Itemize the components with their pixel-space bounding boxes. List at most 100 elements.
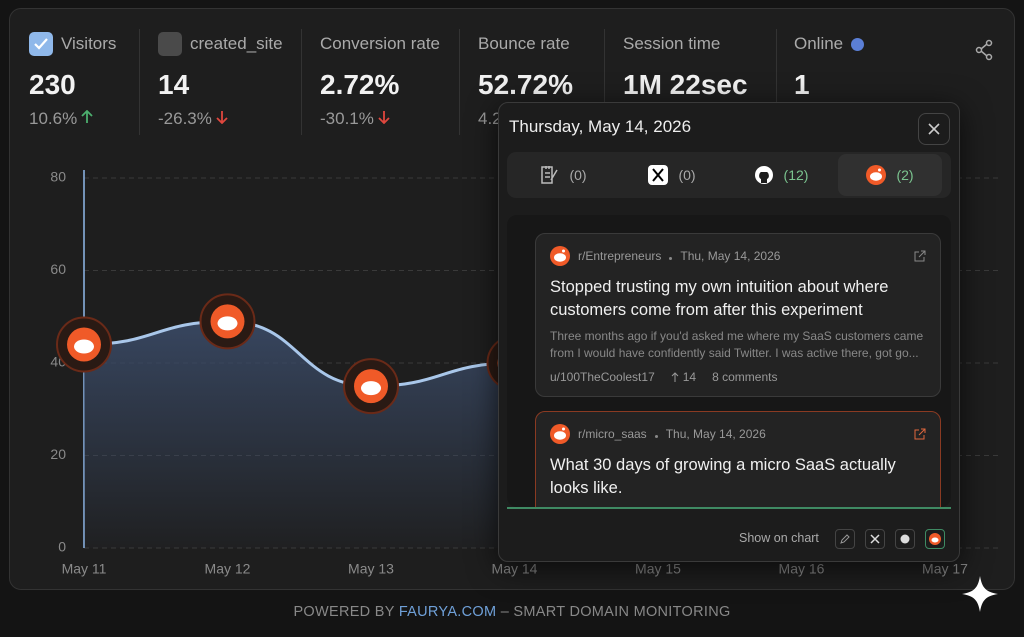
stat-value: 230	[29, 69, 76, 100]
stat-change: -30.1%	[320, 109, 374, 128]
x-tick-label: May 15	[635, 561, 681, 577]
stat: Session time 1M 22sec	[623, 31, 748, 136]
tab[interactable]: (0)	[620, 154, 724, 196]
stat-change: -26.3%	[158, 109, 212, 128]
x-tick-label: May 16	[779, 561, 825, 577]
post-title: What 30 days of growing a micro SaaS act…	[550, 456, 896, 497]
footer-suffix: – SMART DOMAIN MONITORING	[500, 604, 731, 620]
stat-label-row: Conversion rate	[320, 31, 440, 57]
stat-change-row: -26.3%	[158, 109, 283, 129]
stat: created_site 14 -26.3%	[158, 31, 283, 136]
subreddit: r/micro_saas	[578, 427, 647, 441]
stat-label: Session time	[623, 34, 721, 53]
trend-arrow	[81, 109, 93, 129]
post-meta: r/Entrepreneurs Thu, May 14, 2026	[550, 246, 926, 266]
checkbox	[29, 32, 53, 56]
stat-change-row: 4.2	[478, 109, 573, 129]
reddit-icon	[550, 424, 570, 444]
external-link	[914, 250, 926, 262]
stat-value: 1	[794, 69, 810, 100]
day-popup: Thursday, May 14, 2026 (0) (0) (12) (2) r/E…	[498, 102, 960, 562]
post-list: r/Entrepreneurs Thu, May 14, 2026 Stopped …	[507, 215, 951, 507]
divider	[459, 29, 460, 135]
comments: 8 comments	[712, 370, 778, 384]
point-face	[361, 381, 381, 396]
x-icon	[648, 165, 669, 185]
stat-change-row: -30.1%	[320, 109, 440, 129]
online-dot	[851, 37, 865, 51]
show-on-chart-label: Show on chart	[739, 531, 819, 545]
footer-link[interactable]: FAURYA.COM	[398, 604, 497, 620]
stat-value: 14	[158, 69, 190, 100]
subreddit: r/Entrepreneurs	[578, 249, 662, 263]
stat-label-row: Session time	[623, 31, 748, 57]
x-tick-label: May 17	[922, 561, 968, 577]
post-title: Stopped trusting my own intuition about …	[550, 278, 889, 319]
tab-count: (0)	[678, 167, 696, 183]
stat-change: 10.6%	[29, 109, 78, 128]
tab-count: (2)	[896, 167, 914, 183]
stat: Online 1	[794, 31, 865, 136]
popup-date: Thursday, May 14, 2026	[509, 117, 692, 136]
share-button[interactable]	[974, 39, 994, 61]
post-meta: r/micro_saas Thu, May 14, 2026	[550, 424, 926, 444]
stat: Bounce rate 52.72% 4.2	[478, 31, 573, 136]
divider	[301, 29, 302, 135]
toggle-notes[interactable]	[835, 529, 855, 549]
x-tick-label: May 13	[348, 561, 394, 577]
divider	[776, 29, 777, 135]
stat-label-row: Bounce rate	[478, 31, 573, 57]
dot	[654, 427, 658, 441]
tab[interactable]: (0)	[511, 154, 615, 196]
divider	[139, 29, 140, 135]
chart-toggles	[835, 529, 945, 549]
y-tick-label: 0	[58, 539, 66, 555]
stat-label-row: Visitors	[29, 31, 116, 57]
scroll-indicator	[507, 507, 951, 509]
upvotes: 14	[682, 370, 697, 384]
dot	[669, 249, 673, 263]
close-button[interactable]	[918, 113, 950, 145]
stat-value: 1M 22sec	[623, 69, 748, 100]
reddit-icon	[866, 165, 887, 185]
divider	[604, 29, 605, 135]
stat-value: 2.72%	[320, 69, 400, 100]
stat-label: Visitors	[61, 34, 117, 53]
toggle-github[interactable]	[895, 529, 915, 549]
tab-count: (0)	[569, 167, 587, 183]
y-tick-label: 20	[50, 446, 66, 462]
notes-icon	[539, 164, 559, 186]
toggle-x[interactable]	[865, 529, 885, 549]
toggle-reddit[interactable]	[925, 529, 945, 549]
y-tick-label: 80	[50, 169, 66, 185]
post-date: Thu, May 14, 2026	[680, 249, 781, 263]
area	[84, 321, 515, 548]
y-tick-label: 60	[50, 261, 66, 277]
tab-count: (12)	[783, 167, 809, 183]
stat: Visitors 230 10.6%	[29, 31, 116, 136]
tab[interactable]: (12)	[729, 154, 833, 196]
stat-value: 52.72%	[478, 69, 573, 100]
post-author: u/100TheCoolest17	[550, 370, 655, 384]
tab[interactable]: (2)	[838, 154, 942, 196]
line	[83, 319, 515, 388]
stat-label: Online	[794, 34, 844, 53]
external-link	[914, 428, 926, 440]
stat-change: 4.2	[478, 109, 502, 128]
github-icon	[754, 165, 774, 185]
post-footer: u/100TheCoolest17 14 8 comments	[550, 370, 926, 384]
post-card[interactable]: r/micro_saas Thu, May 14, 2026 What 30 day…	[535, 411, 941, 507]
trend-arrow	[216, 109, 228, 129]
stat-label: created_site	[190, 34, 283, 53]
point-face	[74, 339, 94, 354]
post-card[interactable]: r/Entrepreneurs Thu, May 14, 2026 Stopped …	[535, 233, 941, 397]
post-excerpt: Three months ago if you'd asked me where…	[550, 329, 924, 360]
post-date: Thu, May 14, 2026	[665, 427, 766, 441]
x-tick-label: May 12	[205, 561, 251, 577]
x-tick-label: May 11	[62, 561, 107, 577]
sparkle	[962, 576, 998, 612]
stat-label: Conversion rate	[320, 34, 441, 53]
stat-label-row: created_site	[158, 31, 283, 57]
footer-prefix: POWERED BY	[293, 604, 395, 620]
